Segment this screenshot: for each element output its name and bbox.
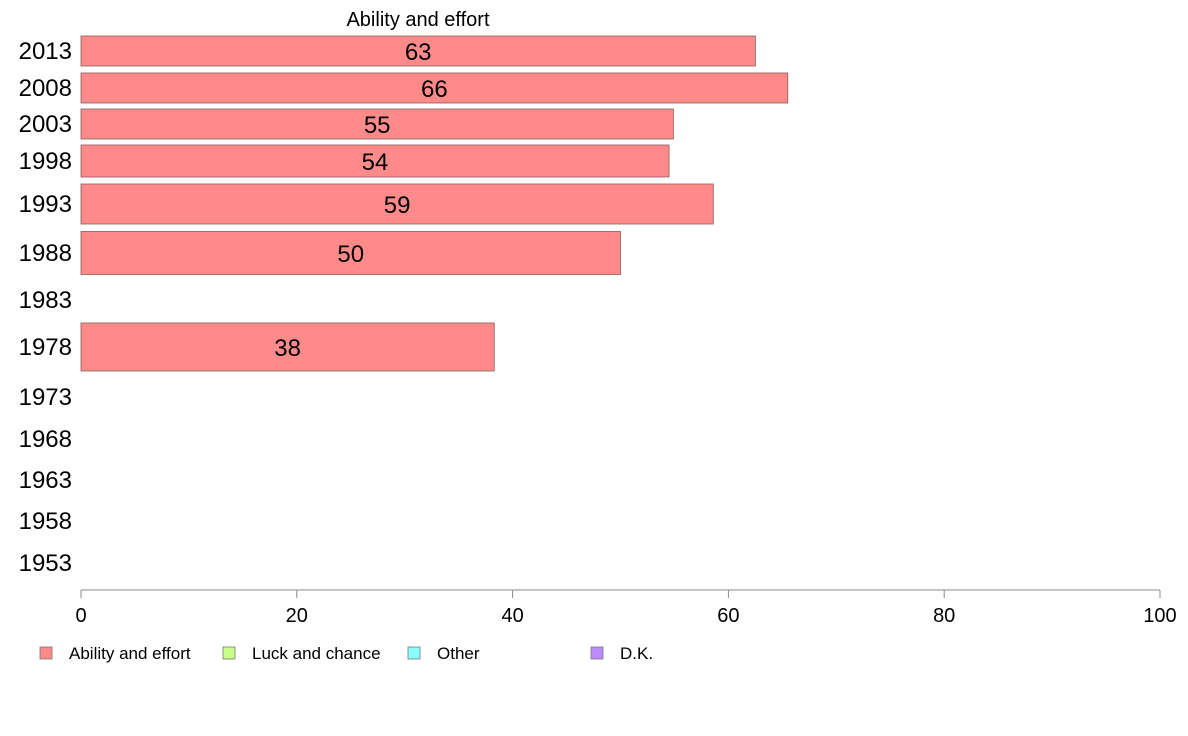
x-tick-label-60: 60	[717, 605, 739, 627]
legend-swatch-2	[407, 646, 421, 660]
x-tick-label-20: 20	[286, 605, 308, 627]
y-tick-label-1978: 1978	[19, 334, 72, 361]
bar-value-label-1993: 59	[384, 192, 411, 219]
x-tick-label-80: 80	[933, 605, 955, 627]
bar-value-label-2008: 66	[421, 76, 448, 103]
y-tick-label-1988: 1988	[19, 240, 72, 267]
y-tick-label-2013: 2013	[19, 38, 72, 65]
bar-value-label-2013: 63	[405, 39, 432, 66]
legend: Ability and effort Luck and chance Other D.…	[39, 644, 653, 663]
y-tick-label-2008: 2008	[19, 75, 72, 102]
y-tick-label-1983: 1983	[19, 287, 72, 314]
bar-1988	[80, 231, 621, 275]
legend-swatch-3	[590, 646, 604, 660]
y-tick-label-1968: 1968	[19, 426, 72, 453]
x-axis-ticks: 0 20 40 60 80 100	[75, 590, 1177, 627]
x-tick-label-100: 100	[1143, 605, 1176, 627]
legend-label-0: Ability and effort	[69, 644, 191, 663]
x-tick-label-40: 40	[501, 605, 523, 627]
bar-2003	[80, 108, 674, 140]
bar-1978	[80, 322, 495, 372]
bar-2013	[80, 35, 756, 67]
y-tick-label-1998: 1998	[19, 148, 72, 175]
legend-label-1: Luck and chance	[252, 644, 381, 663]
chart-title: Ability and effort	[346, 9, 489, 31]
y-tick-label-1958: 1958	[19, 508, 72, 535]
y-tick-label-1963: 1963	[19, 467, 72, 494]
y-axis-labels: 2013 2008 2003 1998 1993 1988 1983 1978 1973 1968…	[19, 38, 72, 577]
y-tick-label-1953: 1953	[19, 550, 72, 577]
bar-1998	[80, 144, 670, 178]
x-tick-label-0: 0	[75, 605, 86, 627]
legend-swatch-1	[222, 646, 236, 660]
y-tick-label-1973: 1973	[19, 384, 72, 411]
bar-value-label-1978: 38	[274, 335, 301, 362]
bar-1993	[80, 183, 714, 225]
bar-value-label-1988: 50	[337, 241, 364, 268]
legend-label-2: Other	[437, 644, 480, 663]
bars-layer: 63 66 55 54 59 50 38	[80, 35, 789, 372]
y-tick-label-1993: 1993	[19, 191, 72, 218]
legend-label-3: D.K.	[620, 644, 653, 663]
bar-value-label-1998: 54	[362, 149, 389, 176]
bar-2008	[80, 72, 789, 104]
bar-value-label-2003: 55	[364, 112, 391, 139]
legend-swatch-0	[39, 646, 53, 660]
y-tick-label-2003: 2003	[19, 111, 72, 138]
